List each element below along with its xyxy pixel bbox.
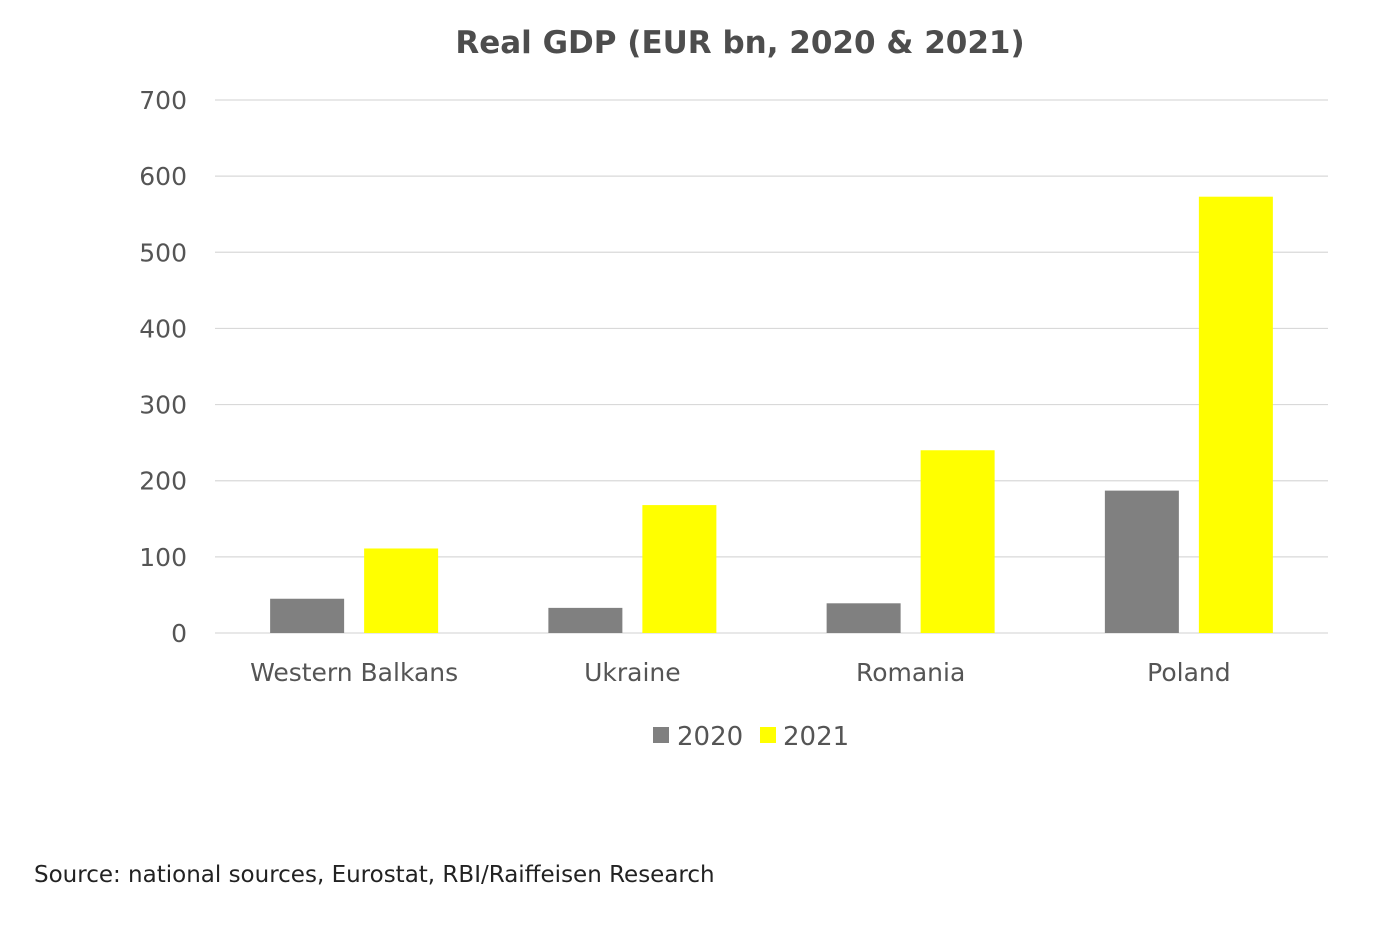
bar-2021-romania [920,450,995,633]
bar-2020-romania [826,603,901,633]
y-tick-label: 300 [139,391,187,420]
y-tick-label: 700 [139,86,187,115]
legend-label-2020: 2020 [677,722,743,752]
y-axis-ticks: 0 100 200 300 400 500 600 700 [139,86,187,648]
x-category-label: Romania [856,658,965,687]
x-axis-labels: Western Balkans Ukraine Romania Poland [250,658,1231,687]
bars [270,196,1273,634]
bar-2020-western-balkans [270,598,345,633]
source-note: Source: national sources, Eurostat, RBI/… [34,862,715,888]
bar-2020-ukraine [548,607,623,633]
x-category-label: Poland [1147,658,1230,687]
y-tick-label: 100 [139,543,187,572]
y-tick-label: 0 [171,619,187,648]
bar-2021-western-balkans [364,548,439,633]
y-tick-label: 500 [139,238,187,267]
legend-label-2021: 2021 [783,722,849,752]
legend: 2020 2021 [653,722,849,752]
bar-2021-ukraine [642,505,717,633]
y-tick-label: 200 [139,467,187,496]
x-category-label: Ukraine [584,658,681,687]
bar-2021-poland [1198,196,1273,634]
x-category-label: Western Balkans [250,658,458,687]
legend-swatch-2020 [653,727,669,743]
legend-swatch-2021 [760,727,776,743]
chart-title: Real GDP (EUR bn, 2020 & 2021) [455,25,1024,61]
bar-2020-poland [1104,490,1179,633]
y-tick-label: 600 [139,162,187,191]
y-tick-label: 400 [139,314,187,343]
